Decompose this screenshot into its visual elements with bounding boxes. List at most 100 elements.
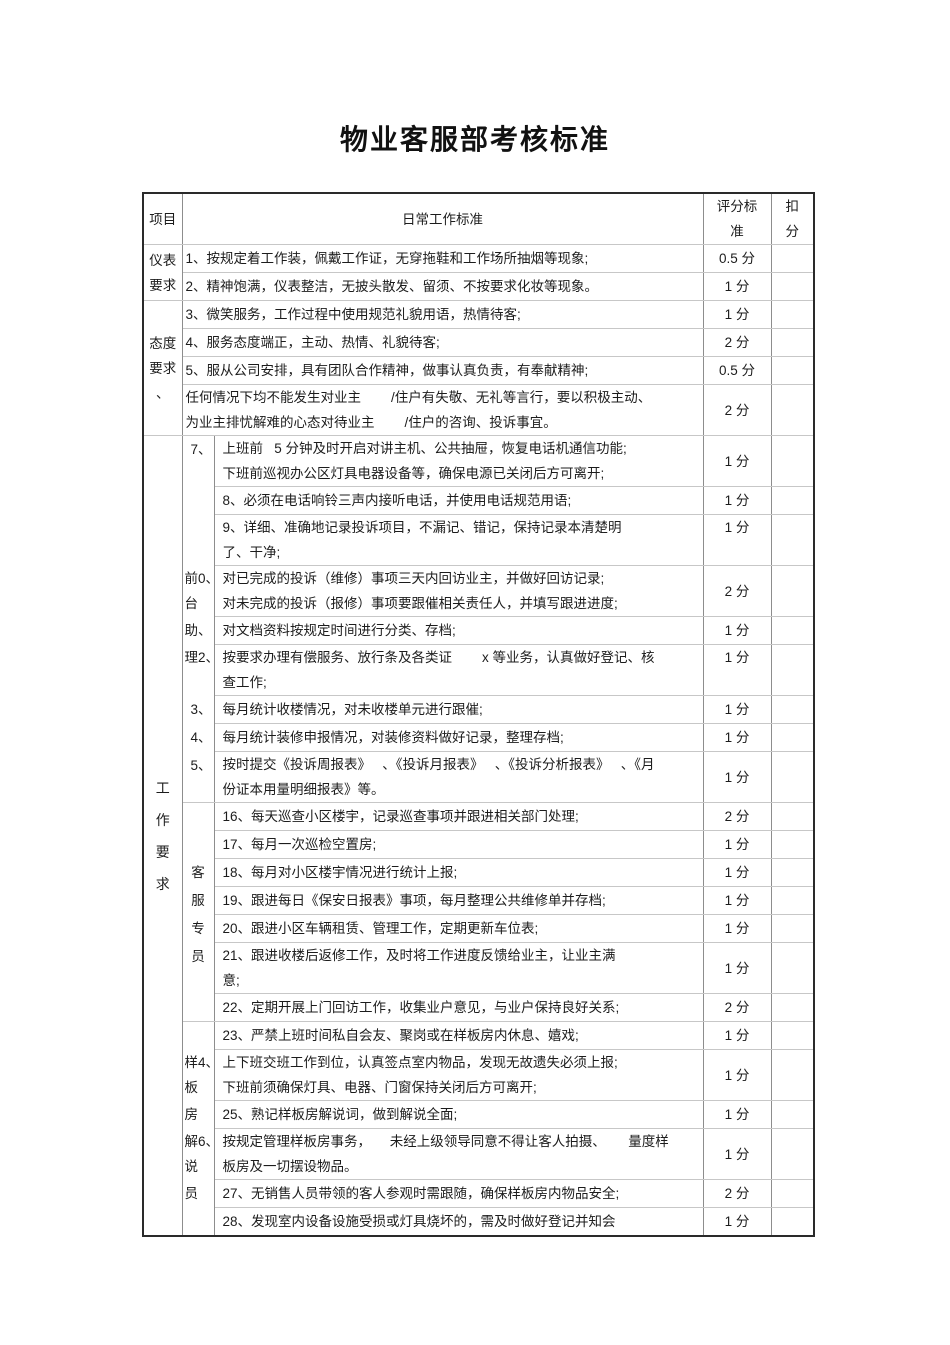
standard-text: 19、跟进每日《保安日报表》事项，每月整理公共维修单并存档; — [213, 886, 704, 915]
standard-text: 对已完成的投诉（维修）事项三天内回访业主，并做好回访记录; 对未完成的投诉（报修… — [213, 565, 704, 617]
standard-text: 16、每天巡查小区楼宇，记录巡查事项并跟进相关部门处理; — [213, 802, 704, 831]
row-number: 4、 — [190, 730, 212, 745]
table-row: 按规定管理样板房事务， 未经上级领导同意不得让客人拍摄、 量度样 板房及一切摆设… — [143, 1128, 815, 1180]
score-cell: 1 分 — [702, 486, 772, 515]
standard-text: 25、熟记样板房解说词，做到解说全面; — [213, 1100, 704, 1129]
deduction-cell — [770, 993, 815, 1022]
subcol-front-desk: 7、 前0、 台 助、 理2、 3、 4、 5、 — [181, 435, 219, 803]
table-row: 上下班交班工作到位，认真签点室内物品，发现无故遗失必须上报; 下班前须确保灯具、… — [143, 1049, 815, 1101]
table-row: 20、跟进小区车辆租赁、管理工作，定期更新车位表; 1 分 — [143, 914, 815, 943]
standard-text: 按时提交《投诉周报表》 、《投诉月报表》 、《投诉分析报表》 、《月 份证本用量… — [213, 751, 704, 803]
score-cell: 1 分 — [702, 830, 772, 859]
standard-text: 任何情况下均不能发生对业主 /住户有失敬、无礼等言行，要以积极主动、 为业主排忧… — [181, 384, 704, 436]
table-row: 样4、 板 房 解6、 说 员 23、严禁上班时间私自会友、聚岗或在样板房内休息… — [143, 1021, 815, 1237]
standard-text: 上下班交班工作到位，认真签点室内物品，发现无故遗失必须上报; 下班前须确保灯具、… — [213, 1049, 704, 1101]
role-char: 说 — [184, 1159, 199, 1174]
table-row: 任何情况下均不能发生对业主 /住户有失敬、无礼等言行，要以积极主动、 为业主排忧… — [143, 384, 815, 436]
score-cell: 1 分 — [702, 942, 772, 994]
table-row: 客 服 专 员 16、每天巡查小区楼宇，记录巡查事项并跟进相关部门处理; 2 分 — [143, 802, 815, 1022]
role-char: 房 — [184, 1107, 199, 1122]
standard-text: 21、跟进收楼后返修工作，及时将工作进度反馈给业主，让业主满 意; — [213, 942, 704, 994]
deduction-cell — [770, 1128, 815, 1180]
role-char-and-number: 解6、 — [184, 1134, 220, 1149]
deduction-cell — [770, 830, 815, 859]
score-cell: 2 分 — [702, 384, 772, 436]
category-appearance: 仪表 要求 — [142, 244, 183, 301]
score-cell: 1 分 — [702, 514, 772, 566]
role-char: 员 — [184, 1186, 199, 1201]
score-cell: 1 分 — [702, 1049, 772, 1101]
table-row: 仪表 要求 1、按规定着工作装，佩戴工作证，无穿拖鞋和工作场所抽烟等现象; 0.… — [142, 244, 815, 301]
deduction-cell — [770, 384, 815, 436]
score-cell: 1 分 — [702, 272, 772, 301]
deduction-cell — [770, 1100, 815, 1129]
standard-text: 对文档资料按规定时间进行分类、存档; — [213, 616, 704, 645]
standard-text: 20、跟进小区车辆租赁、管理工作，定期更新车位表; — [213, 914, 704, 943]
role-char: 服 — [191, 893, 205, 908]
score-cell: 1 分 — [702, 1207, 772, 1237]
deduction-cell — [770, 486, 815, 515]
score-cell: 1 分 — [702, 914, 772, 943]
score-cell: 0.5 分 — [702, 356, 772, 385]
table-row: 4、服务态度端正，主动、热情、礼貌待客; 2 分 — [143, 328, 815, 357]
table-row: 22、定期开展上门回访工作，收集业户意见，与业户保持良好关系; 2 分 — [143, 993, 815, 1022]
table-row: 19、跟进每日《保安日报表》事项，每月整理公共维修单并存档; 1 分 — [143, 886, 815, 915]
table-row: 9、详细、准确地记录投诉项目，不漏记、错记，保持记录本清楚明 了、干净; 1 分 — [143, 514, 815, 566]
table-row: 18、每月对小区楼宇情况进行统计上报; 1 分 — [143, 858, 815, 887]
deduction-cell — [770, 723, 815, 752]
standard-text: 4、服务态度端正，主动、热情、礼貌待客; — [181, 328, 704, 357]
score-cell: 1 分 — [702, 616, 772, 645]
deduction-cell — [770, 695, 815, 724]
deduction-cell — [770, 802, 815, 831]
deduction-cell — [770, 751, 815, 803]
deduction-cell — [770, 356, 815, 385]
table-row: 对已完成的投诉（维修）事项三天内回访业主，并做好回访记录; 对未完成的投诉（报修… — [143, 565, 815, 617]
table-row: 28、发现室内设备设施受损或灯具烧坏的，需及时做好登记并知会 1 分 — [143, 1207, 815, 1237]
standard-text: 23、严禁上班时间私自会友、聚岗或在样板房内休息、嬉戏; — [213, 1021, 704, 1050]
score-cell: 2 分 — [702, 565, 772, 617]
score-cell: 1 分 — [702, 1100, 772, 1129]
score-cell: 2 分 — [702, 1179, 772, 1208]
role-char-and-number: 样4、 — [184, 1055, 220, 1070]
deduction-cell — [770, 514, 815, 566]
deduction-cell — [770, 644, 815, 696]
score-cell: 1 分 — [702, 886, 772, 915]
deduction-cell — [770, 1021, 815, 1050]
category-work: 工 作 要 求 — [142, 435, 183, 1237]
deduction-cell — [770, 616, 815, 645]
deduction-cell — [770, 858, 815, 887]
standard-text: 1、按规定着工作装，佩戴工作证，无穿拖鞋和工作场所抽烟等现象; — [181, 244, 704, 273]
table-row: 2、精神饱满，仪表整洁，无披头散发、留须、不按要求化妆等现象。 1 分 — [143, 272, 815, 301]
subcol-showroom-guide: 样4、 板 房 解6、 说 员 — [181, 1021, 219, 1237]
deduction-cell — [770, 942, 815, 994]
standard-text: 5、服从公司安排，具有团队合作精神，做事认真负责，有奉献精神; — [181, 356, 704, 385]
deduction-cell — [770, 1049, 815, 1101]
table-row: 5、服从公司安排，具有团队合作精神，做事认真负责，有奉献精神; 0.5 分 — [143, 356, 815, 385]
table-row: 按时提交《投诉周报表》 、《投诉月报表》 、《投诉分析报表》 、《月 份证本用量… — [143, 751, 815, 803]
score-cell: 2 分 — [702, 993, 772, 1022]
score-cell: 1 分 — [702, 723, 772, 752]
score-cell: 1 分 — [702, 695, 772, 724]
table-header-row: 项目 日常工作标准 评分标 准 扣 分 — [142, 192, 815, 245]
header-deduction: 扣 分 — [770, 192, 815, 245]
score-cell: 2 分 — [702, 802, 772, 831]
role-char: 员 — [191, 949, 205, 964]
table-row: 对文档资料按规定时间进行分类、存档; 1 分 — [143, 616, 815, 645]
deduction-cell — [770, 435, 815, 487]
table-row: 17、每月一次巡检空置房; 1 分 — [143, 830, 815, 859]
deduction-cell — [770, 565, 815, 617]
deduction-cell — [770, 914, 815, 943]
deduction-cell — [770, 1207, 815, 1237]
subcol-customer-service: 客 服 专 员 — [181, 802, 215, 1022]
standard-text: 2、精神饱满，仪表整洁，无披头散发、留须、不按要求化妆等现象。 — [181, 272, 704, 301]
table-row: 每月统计装修申报情况，对装修资料做好记录，整理存档; 1 分 — [143, 723, 815, 752]
score-cell: 1 分 — [702, 751, 772, 803]
row-number: 5、 — [190, 758, 212, 773]
role-char: 板 — [184, 1080, 199, 1095]
standard-text: 上班前 5 分钟及时开启对讲主机、公共抽屉，恢复电话机通信功能; 下班前巡视办公… — [213, 435, 704, 487]
standard-text: 每月统计装修申报情况，对装修资料做好记录，整理存档; — [213, 723, 704, 752]
score-cell: 2 分 — [702, 328, 772, 357]
deduction-cell — [770, 272, 815, 301]
header-item: 项目 — [142, 192, 183, 245]
